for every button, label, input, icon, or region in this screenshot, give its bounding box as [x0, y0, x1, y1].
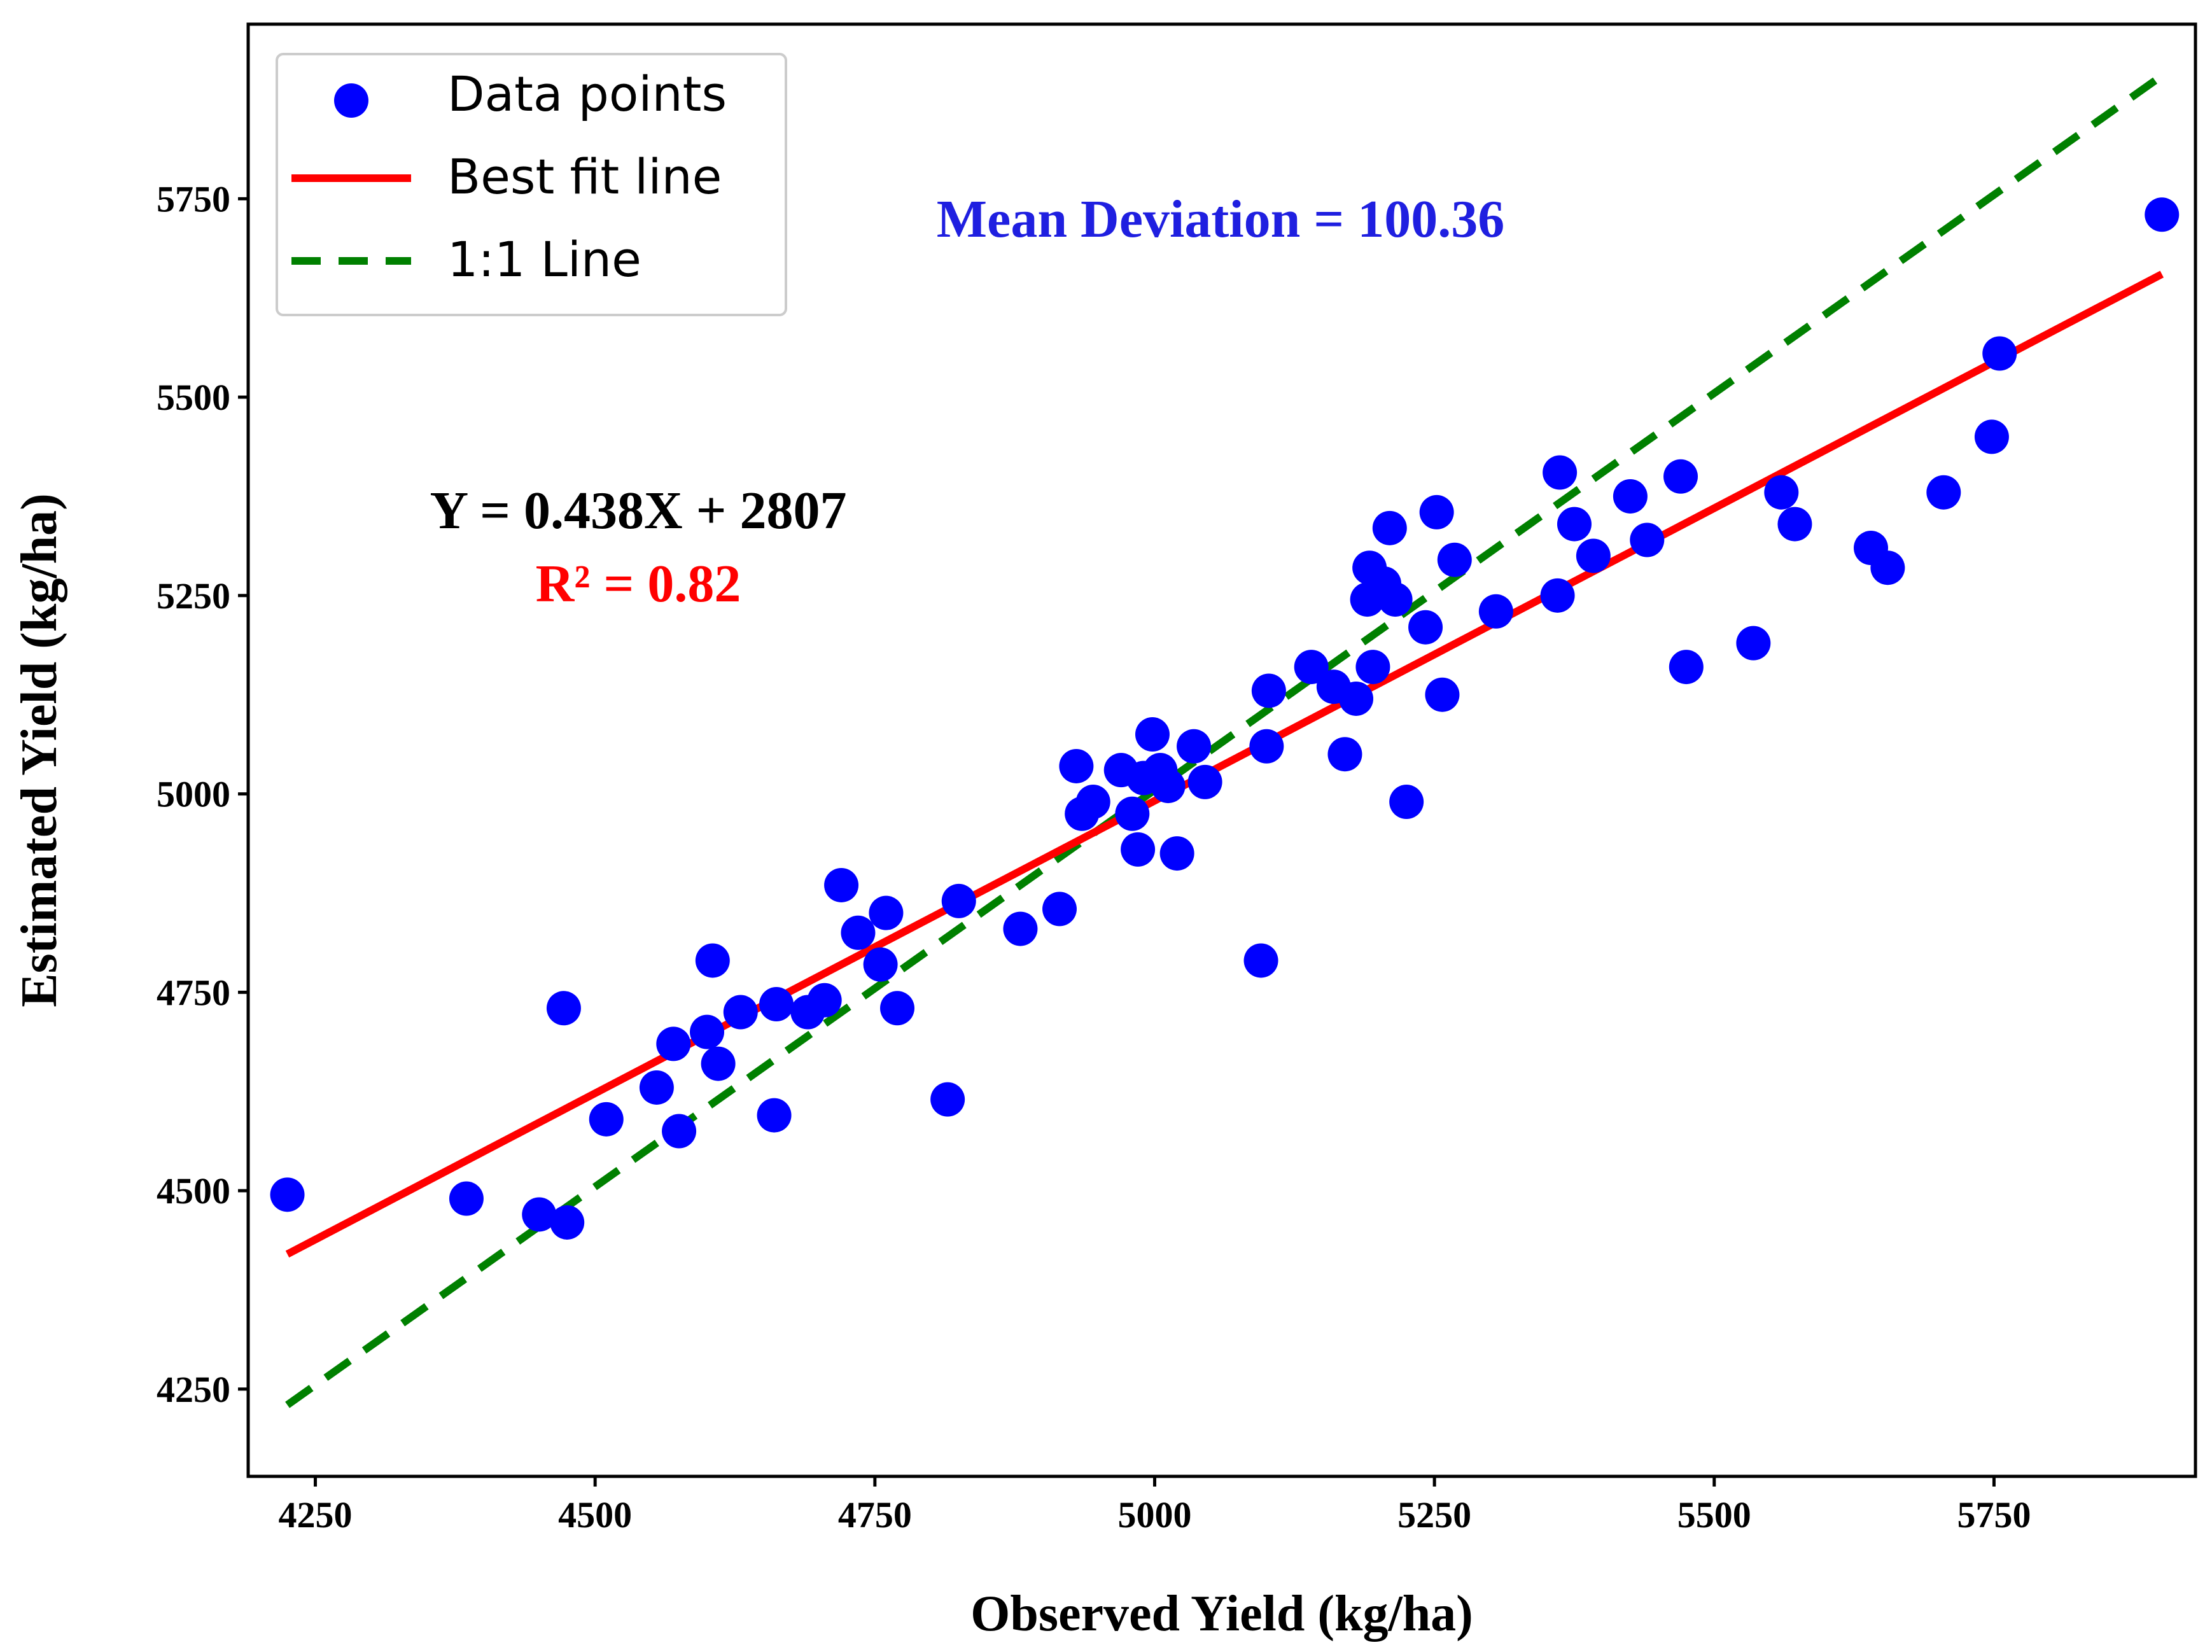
data-point: [1777, 507, 1812, 542]
data-point: [1378, 582, 1413, 617]
data-point: [639, 1070, 674, 1105]
data-point: [662, 1114, 697, 1149]
mean-deviation-annotation: Mean Deviation = 100.36: [937, 190, 1504, 249]
legend: Data points Best fit line 1:1 Line: [276, 53, 787, 316]
data-point: [1557, 507, 1592, 542]
x-tick-label: 5250: [1397, 1494, 1471, 1536]
data-point: [841, 915, 876, 950]
data-point: [1669, 650, 1704, 685]
data-point: [1437, 542, 1472, 577]
data-point: [1003, 911, 1038, 946]
data-point: [701, 1046, 736, 1081]
data-point: [1478, 594, 1513, 629]
data-point: [1042, 892, 1077, 927]
y-tick-label: 4750: [157, 972, 230, 1013]
y-tick-label: 4500: [157, 1170, 230, 1212]
identity-line: [285, 73, 2164, 1408]
y-tick-label: 5500: [157, 377, 230, 418]
x-tick-label: 4750: [838, 1494, 912, 1536]
data-point: [1419, 494, 1454, 529]
data-point: [1355, 650, 1390, 685]
data-point: [1249, 729, 1284, 764]
data-point: [1926, 475, 1961, 510]
data-point: [757, 1098, 792, 1133]
data-point: [695, 943, 730, 978]
data-point: [1135, 717, 1170, 752]
data-point: [863, 947, 898, 982]
data-point: [1982, 336, 2017, 371]
axis-ticks: 4250 4500 4750 5000 5250 5500 5750 4250 4500 4750…: [157, 178, 2031, 1536]
data-point: [1613, 479, 1648, 514]
data-point: [2145, 197, 2180, 232]
data-point: [1059, 748, 1094, 783]
data-point: [449, 1181, 484, 1216]
legend-label-fit: Best fit line: [447, 148, 722, 205]
data-point: [807, 983, 842, 1018]
data-point: [1121, 832, 1156, 867]
data-point: [270, 1177, 305, 1212]
x-tick-label: 4250: [279, 1494, 353, 1536]
data-point: [1243, 943, 1278, 978]
x-axis-title: Observed Yield (kg/ha): [970, 1586, 1473, 1642]
data-point: [1425, 677, 1460, 712]
data-point: [1543, 455, 1578, 490]
data-point: [880, 991, 914, 1026]
data-point: [824, 867, 859, 902]
y-tick-label: 5750: [157, 178, 230, 220]
data-point: [1187, 764, 1222, 799]
data-point: [589, 1102, 624, 1137]
data-point: [1870, 550, 1905, 585]
data-point: [1389, 785, 1424, 820]
data-point: [656, 1026, 691, 1061]
data-point: [1372, 510, 1407, 545]
data-point: [1075, 785, 1110, 820]
data-point: [1408, 610, 1443, 645]
data-point: [690, 1014, 725, 1049]
data-point: [1736, 626, 1771, 661]
data-points: [270, 197, 2180, 1240]
x-tick-label: 5000: [1117, 1494, 1191, 1536]
data-point: [1159, 836, 1194, 871]
data-point: [1177, 729, 1212, 764]
legend-label-points: Data points: [447, 66, 727, 122]
data-point: [546, 991, 581, 1026]
x-tick-label: 4500: [558, 1494, 632, 1536]
data-point: [1974, 419, 2009, 454]
data-point: [1294, 650, 1329, 685]
data-point: [1630, 522, 1665, 557]
y-tick-label: 4250: [157, 1369, 230, 1410]
x-tick-label: 5750: [1957, 1494, 2031, 1536]
data-point: [1764, 475, 1799, 510]
reference-lines: [285, 73, 2164, 1408]
data-point: [522, 1197, 557, 1232]
y-axis-title: Estimated Yield (kg/ha): [11, 493, 67, 1007]
y-tick-label: 5000: [157, 774, 230, 815]
regression-equation-annotation: Y = 0.438X + 2807: [430, 481, 847, 540]
data-point: [759, 987, 794, 1022]
data-point: [1151, 769, 1186, 804]
x-tick-label: 5500: [1677, 1494, 1751, 1536]
best-fit-line: [285, 270, 2164, 1258]
legend-point-marker: [334, 83, 368, 118]
legend-label-identity: 1:1 Line: [447, 231, 641, 288]
r-squared-annotation: R² = 0.82: [536, 554, 741, 613]
data-point: [869, 895, 904, 930]
data-point: [1327, 737, 1362, 772]
y-tick-label: 5250: [157, 575, 230, 617]
legend-frame: [276, 53, 787, 316]
data-point: [1115, 796, 1150, 831]
data-point: [550, 1205, 585, 1240]
data-point: [1663, 459, 1698, 494]
data-point: [1339, 681, 1374, 716]
data-point: [930, 1082, 965, 1117]
data-point: [723, 995, 758, 1030]
data-point: [1251, 673, 1286, 708]
data-point: [1576, 538, 1611, 573]
data-point: [1540, 578, 1575, 613]
data-point: [941, 883, 976, 918]
